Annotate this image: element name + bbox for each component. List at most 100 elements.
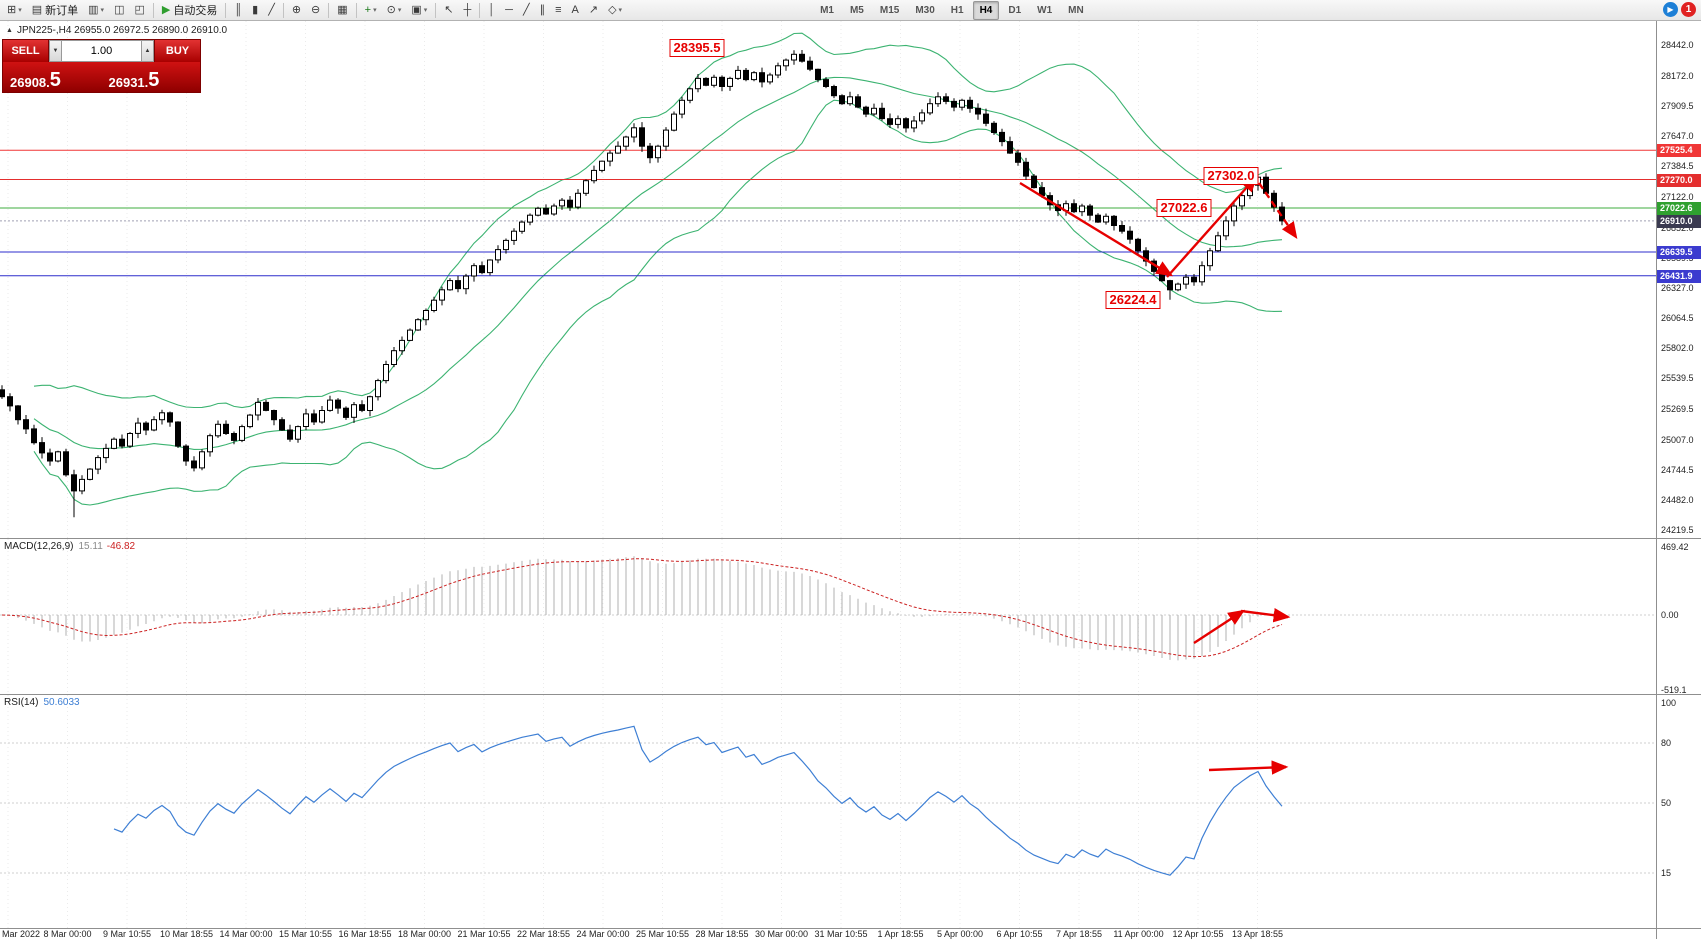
- toolbar-right: ▶ 1: [1663, 2, 1696, 17]
- time-label: 10 Mar 18:55: [159, 929, 214, 939]
- time-label: 14 Mar 00:00: [219, 929, 273, 939]
- volume-decrease-button[interactable]: ▼: [49, 40, 62, 62]
- time-label: 31 Mar 10:55: [814, 929, 868, 939]
- price-tag: 26431.9: [1657, 270, 1701, 283]
- sell-button[interactable]: SELL: [3, 40, 49, 62]
- rsi-name: RSI(14): [4, 697, 39, 708]
- main-price-chart[interactable]: [0, 21, 1656, 538]
- templates-icon[interactable]: ▣ ▾: [411, 3, 428, 16]
- vertical-line-icon[interactable]: │: [488, 3, 496, 16]
- price-tag: 26639.5: [1657, 246, 1701, 259]
- volume-input[interactable]: [62, 40, 141, 62]
- indicators-icon[interactable]: + ▾: [364, 3, 377, 16]
- line-chart-icon[interactable]: ╱: [268, 3, 275, 16]
- time-axis[interactable]: Mar 2022 8 Mar 00:00 9 Mar 10:55 10 Mar 18:…: [0, 929, 1656, 939]
- sell-price[interactable]: 26908. 5: [3, 62, 102, 92]
- channel-icon[interactable]: ∥: [539, 3, 546, 16]
- fibonacci-icon[interactable]: ≡: [555, 3, 562, 16]
- auto-trading-button[interactable]: ▶ 自动交易: [161, 3, 218, 17]
- periods-icon[interactable]: ⊙ ▾: [386, 3, 402, 16]
- time-label: 6 Apr 10:55: [996, 929, 1043, 939]
- shapes-icon[interactable]: ◇ ▾: [608, 3, 623, 16]
- timeframe-toolbar: M1 M5 M15 M30 H1 H4 D1 W1 MN: [812, 0, 1092, 20]
- time-label: 13 Apr 18:55: [1231, 929, 1284, 939]
- price-tick: 24219.5: [1661, 525, 1694, 535]
- chart-header: ▲ JPN225-,H4 26955.0 26972.5 26890.0 269…: [6, 25, 227, 36]
- timeframe-w1-button[interactable]: W1: [1037, 4, 1053, 16]
- rsi-axis-label: 80: [1661, 738, 1672, 748]
- arrow-tool-icon[interactable]: ↗: [588, 3, 599, 16]
- rsi-indicator-panel[interactable]: [0, 695, 1656, 928]
- panel-separator: [0, 928, 1701, 929]
- one-click-trading-panel: SELL ▼ ▲ BUY 26908.5 26931.5: [2, 39, 201, 93]
- price-tick: 27384.5: [1661, 161, 1694, 171]
- notification-badge[interactable]: 1: [1681, 2, 1696, 17]
- price-tick: 24482.0: [1661, 495, 1694, 505]
- timeframe-m1-button[interactable]: M1: [820, 4, 834, 16]
- toolbar-separator: [152, 2, 154, 18]
- buy-button[interactable]: BUY: [154, 40, 200, 62]
- price-tick: 25539.5: [1661, 373, 1694, 383]
- crosshair-icon[interactable]: ┼: [463, 3, 472, 16]
- tile-windows-icon[interactable]: ▦: [337, 3, 348, 16]
- toolbar-separator: [355, 2, 357, 18]
- time-label: 24 Mar 00:00: [576, 929, 630, 939]
- macd-indicator-panel[interactable]: [0, 539, 1656, 694]
- macd-axis-label: 469.42: [1661, 542, 1689, 552]
- new-order-button[interactable]: ▤ 新订单: [31, 3, 79, 17]
- horizontal-line-icon[interactable]: ─: [505, 3, 513, 16]
- market-watch-icon[interactable]: ◫: [114, 3, 125, 16]
- price-tick: 27122.0: [1661, 192, 1694, 202]
- toolbar-separator: [328, 2, 330, 18]
- time-label: 22 Mar 18:55: [516, 929, 571, 939]
- volume-increase-button[interactable]: ▲: [141, 40, 154, 62]
- timeframe-h4-button[interactable]: H4: [972, 0, 1000, 20]
- timeframe-mn-button[interactable]: MN: [1068, 4, 1084, 16]
- panel-separator[interactable]: [0, 694, 1701, 695]
- chart-symbol-icon: ▲: [6, 27, 13, 34]
- timeframe-h1-button[interactable]: H1: [950, 4, 964, 16]
- toolbar-items: ⊞ ▾ ▤ 新订单 ▥ ▾ ◫ ◰ ▶ 自动交易 ║ ▮ ╱ ⊕ ⊖ ▦ + ▾ ⊙ ▾ ▣ ▾ ↖ ┼ │ ─ ╱ ∥ ≡ A ↗ ◇ ▾: [2, 1, 627, 20]
- symbol-ohlc-text: JPN225-,H4 26955.0 26972.5 26890.0 26910…: [16, 25, 228, 36]
- toolbar-separator: [282, 2, 284, 18]
- timeframe-m5-button[interactable]: M5: [849, 4, 864, 16]
- messenger-icon[interactable]: ▶: [1663, 2, 1678, 17]
- price-tick: 24744.5: [1661, 465, 1694, 475]
- buy-price[interactable]: 26931. 5: [102, 62, 201, 92]
- toolbar-separator: [225, 2, 227, 18]
- buy-price-main: 26931.: [108, 75, 149, 90]
- macd-value-main: 15.11: [78, 541, 103, 552]
- timeframe-d1-button[interactable]: D1: [1008, 4, 1022, 16]
- navigator-icon[interactable]: ◰: [134, 3, 145, 16]
- macd-label: MACD(12,26,9) 15.11 -46.82: [4, 541, 135, 552]
- new-chart-icon[interactable]: ⊞ ▾: [7, 3, 22, 16]
- price-tick: 27647.0: [1661, 131, 1694, 141]
- zoom-in-icon[interactable]: ⊕: [291, 3, 302, 16]
- zoom-out-icon[interactable]: ⊖: [311, 3, 321, 16]
- rsi-label: RSI(14) 50.6033: [4, 697, 80, 708]
- time-label: 9 Mar 10:55: [102, 929, 152, 939]
- macd-axis-label: -519.1: [1661, 685, 1687, 695]
- buy-price-pips: 5: [148, 69, 160, 91]
- time-label: 25 Mar 10:55: [635, 929, 690, 939]
- timeframe-m30-button[interactable]: M30: [915, 4, 935, 16]
- price-axis[interactable]: 28442.0 28172.0 27909.5 27647.0 27384.5 27122…: [1656, 21, 1701, 939]
- panel-separator[interactable]: [0, 538, 1701, 539]
- time-label: 28 Mar 18:55: [695, 929, 749, 939]
- rsi-axis-label: 15: [1661, 868, 1672, 878]
- cursor-icon[interactable]: ↖: [444, 3, 454, 16]
- price-tag: 26910.0: [1657, 215, 1701, 228]
- time-label: 30 Mar 00:00: [754, 929, 809, 939]
- time-label: 21 Mar 10:55: [457, 929, 511, 939]
- price-tick: 25007.0: [1661, 435, 1694, 445]
- toolbar-separator: [479, 2, 481, 18]
- time-label: 12 Apr 10:55: [1172, 929, 1224, 939]
- profiles-icon[interactable]: ▥ ▾: [88, 3, 105, 16]
- timeframe-m15-button[interactable]: M15: [879, 4, 900, 16]
- sell-price-pips: 5: [49, 69, 61, 91]
- candlestick-chart-icon[interactable]: ▮: [252, 3, 259, 16]
- macd-name: MACD(12,26,9): [4, 541, 74, 552]
- trendline-icon[interactable]: ╱: [522, 3, 530, 16]
- bar-chart-icon[interactable]: ║: [234, 3, 243, 16]
- text-icon[interactable]: A: [571, 3, 579, 16]
